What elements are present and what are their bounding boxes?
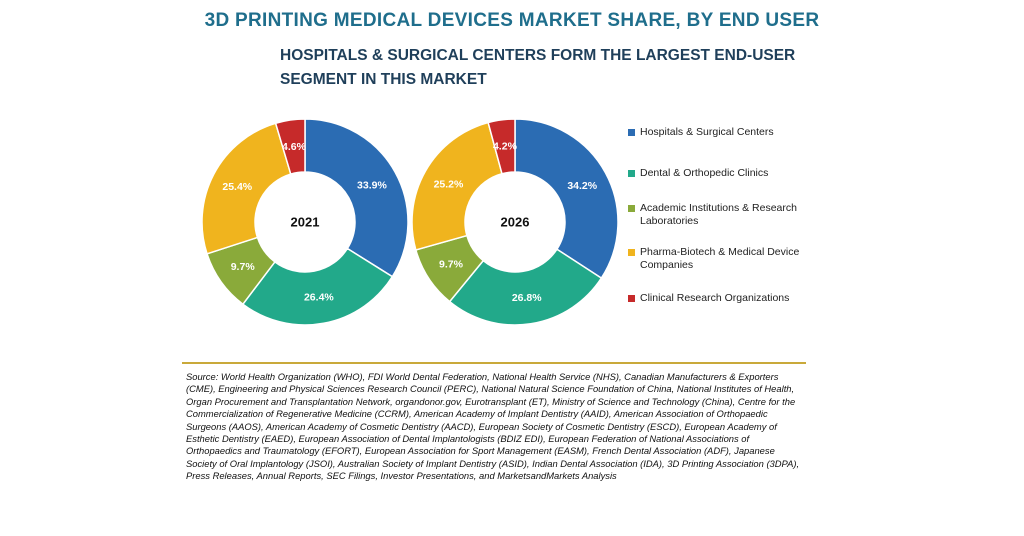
donut-2026-slice-3 — [411, 121, 503, 251]
legend-swatch — [628, 205, 635, 212]
donut-2026-hole — [466, 173, 564, 271]
donut-2021-label-4: 4.6% — [282, 141, 307, 153]
donut-2026-label-0: 34.2% — [567, 180, 597, 192]
donut-2021-label-2: 9.7% — [231, 261, 256, 273]
donut-2021-hole — [256, 173, 354, 271]
donut-2021-slice-0 — [304, 118, 409, 278]
legend-item-3: Pharma-Biotech & Medical Device Companie… — [628, 246, 808, 272]
legend-label: Academic Institutions & Research Laborat… — [640, 202, 797, 227]
donut-2021-label-0: 33.9% — [357, 179, 387, 191]
donut-2026-label-4: 4.2% — [493, 141, 518, 153]
donut-2021-label-3: 25.4% — [222, 181, 252, 193]
source-note: Source: World Health Organization (WHO),… — [186, 371, 800, 482]
chart-title: 3D PRINTING MEDICAL DEVICES MARKET SHARE… — [204, 10, 820, 31]
legend-swatch — [628, 295, 635, 302]
donut-2026-slice-0 — [514, 118, 619, 280]
donut-2021-label-1: 26.4% — [304, 292, 334, 304]
legend-item-4: Clinical Research Organizations — [628, 292, 808, 305]
donut-year-label-2021: 2021 — [291, 215, 320, 230]
legend-label: Dental & Orthopedic Clinics — [640, 167, 769, 179]
donut-2026-label-3: 25.2% — [434, 179, 464, 191]
legend-label: Hospitals & Surgical Centers — [640, 126, 774, 138]
legend: Hospitals & Surgical Centers Dental & Ort… — [628, 126, 808, 305]
donut-year-label-2026: 2026 — [501, 215, 530, 230]
donut-2021-slice-1 — [241, 247, 394, 326]
legend-item-1: Dental & Orthopedic Clinics — [628, 167, 808, 180]
legend-swatch — [628, 129, 635, 136]
donut-2026-slice-1 — [448, 248, 603, 326]
donut-2026-slice-4 — [487, 118, 516, 175]
donut-2021-slice-3 — [201, 122, 292, 255]
legend-item-0: Hospitals & Surgical Centers — [628, 126, 808, 139]
donut-2026-label-2: 9.7% — [439, 258, 464, 270]
donut-charts: 33.9% 26.4% 9.7% 25.4% 4.6% 2021 34.2% 26.8% 9.7… — [201, 118, 619, 326]
legend-label: Pharma-Biotech & Medical Device Companie… — [640, 246, 800, 271]
donut-2021-slice-4 — [274, 118, 306, 176]
legend-swatch — [628, 170, 635, 177]
source-divider — [182, 362, 806, 364]
legend-swatch — [628, 249, 635, 256]
chart-subtitle: HOSPITALS & SURGICAL CENTERS FORM THE LA… — [280, 47, 796, 88]
legend-label: Clinical Research Organizations — [640, 292, 790, 304]
donut-2026-label-1: 26.8% — [512, 292, 542, 304]
legend-item-2: Academic Institutions & Research Laborat… — [628, 202, 808, 228]
